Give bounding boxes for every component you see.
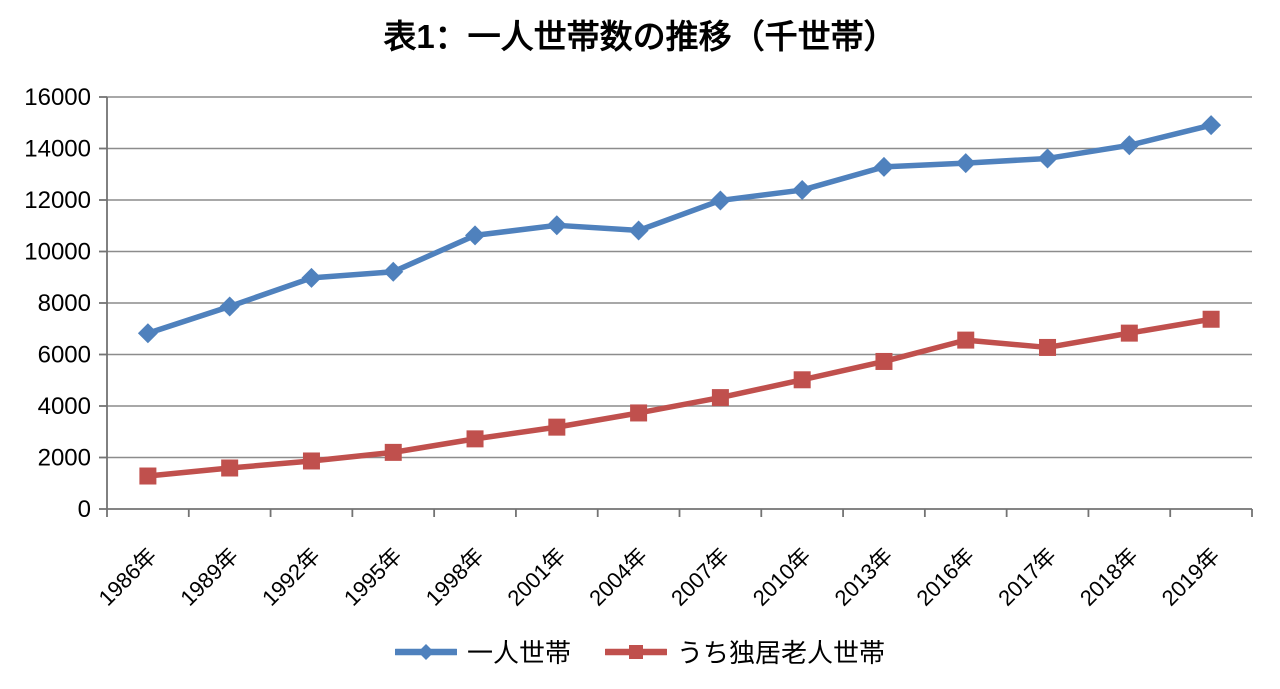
data-point-square [875,352,893,370]
data-point-diamond [1037,148,1058,169]
data-point-square [1202,310,1220,328]
x-tick-label: 2004年 [584,543,652,611]
data-point-diamond [873,156,894,177]
x-tick-label: 1986年 [94,543,162,611]
data-point-diamond [628,220,649,241]
y-tick-label: 4000 [38,393,91,420]
data-point-diamond [1201,115,1222,136]
data-point-square [548,418,566,436]
data-point-square [302,452,320,470]
data-point-square [957,331,975,349]
series-line-1 [145,316,1214,479]
x-tick-label: 1998年 [421,543,489,611]
x-tick-label: 2001年 [503,543,571,611]
data-point-diamond [219,296,240,317]
data-point-square [384,443,402,461]
data-point-diamond [546,215,567,236]
data-point-diamond [1119,135,1140,156]
x-tick-label: 2018年 [1075,543,1143,611]
legend-swatch-single-household [392,641,460,663]
data-point-square [139,467,157,485]
y-tick-label: 6000 [38,342,91,369]
data-point-diamond [137,323,158,344]
x-tick-label: 2007年 [666,543,734,611]
data-point-diamond [955,153,976,174]
y-tick-label: 16000 [24,84,91,111]
y-tick-label: 2000 [38,445,91,472]
data-point-diamond [710,190,731,211]
legend-item: うち独居老人世帯 [602,633,886,670]
data-point-diamond [792,180,813,201]
y-tick-label: 0 [78,496,91,523]
y-tick-label: 8000 [38,290,91,317]
data-point-square [630,404,648,422]
legend-square [629,644,643,659]
legend-label: 一人世帯 [466,638,571,668]
x-tick-label: 2019年 [1157,543,1225,611]
legend-label: うち独居老人世帯 [677,638,886,668]
y-tick-label: 10000 [24,239,91,266]
x-tick-label: 2013年 [830,543,898,611]
data-point-square [793,371,811,389]
x-tick-label: 1989年 [175,543,243,611]
x-tick-label: 1995年 [339,543,407,611]
data-point-diamond [383,261,404,282]
data-point-square [1039,338,1057,356]
data-point-square [1120,324,1138,342]
data-point-diamond [465,225,486,246]
legend-diamond [417,643,434,660]
legend-item: 一人世帯 [392,633,571,670]
legend-marker-square-icon [602,644,670,659]
data-point-square [711,389,729,407]
legend-swatch-elderly-household [602,641,670,663]
chart-title: 表1：一人世帯数の推移（千世帯） [383,18,897,55]
data-point-square [466,430,484,448]
series-line-0 [145,122,1214,336]
x-tick-label: 2010年 [748,543,816,611]
legend-marker-diamond-icon [392,643,460,660]
x-tick-label: 1992年 [257,543,325,611]
y-tick-label: 14000 [24,136,91,163]
data-point-diamond [301,267,322,288]
legend: 一人世帯 うち独居老人世帯 [0,633,1280,670]
data-point-square [221,459,239,477]
x-tick-label: 2016年 [911,543,979,611]
x-tick-label: 2017年 [993,543,1061,611]
y-tick-label: 12000 [24,187,91,214]
